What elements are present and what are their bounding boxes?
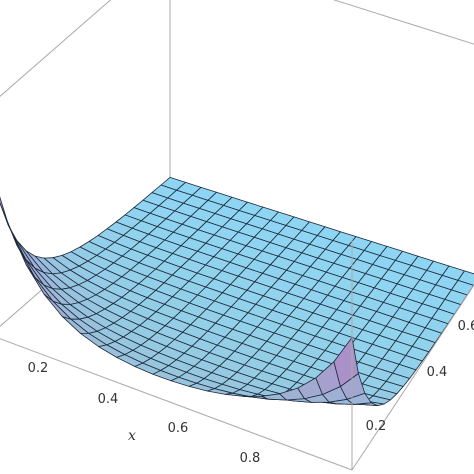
y-tick-label: 0.2 [366,419,387,434]
box-edge-back-top [332,0,474,45]
axis-ticks: 0.2 0.4 0.6 0.8 0.2 0.4 0.6 [28,319,474,466]
box-edge-front-floor [0,338,353,471]
x-axis-label: x [128,428,136,444]
box-edge-right-floor [351,284,474,471]
x-tick-label: 0.2 [28,361,49,376]
box-edge-left-top [0,0,112,97]
x-tick-label: 0.8 [240,451,261,466]
x-tick-label: 0.4 [98,392,119,407]
bounding-box-front [0,240,474,471]
y-tick-label: 0.6 [458,319,474,334]
surface-cell [0,196,18,246]
y-tick-label: 0.4 [427,365,448,380]
surface-mesh [0,176,474,407]
x-tick-label: 0.6 [168,421,189,436]
